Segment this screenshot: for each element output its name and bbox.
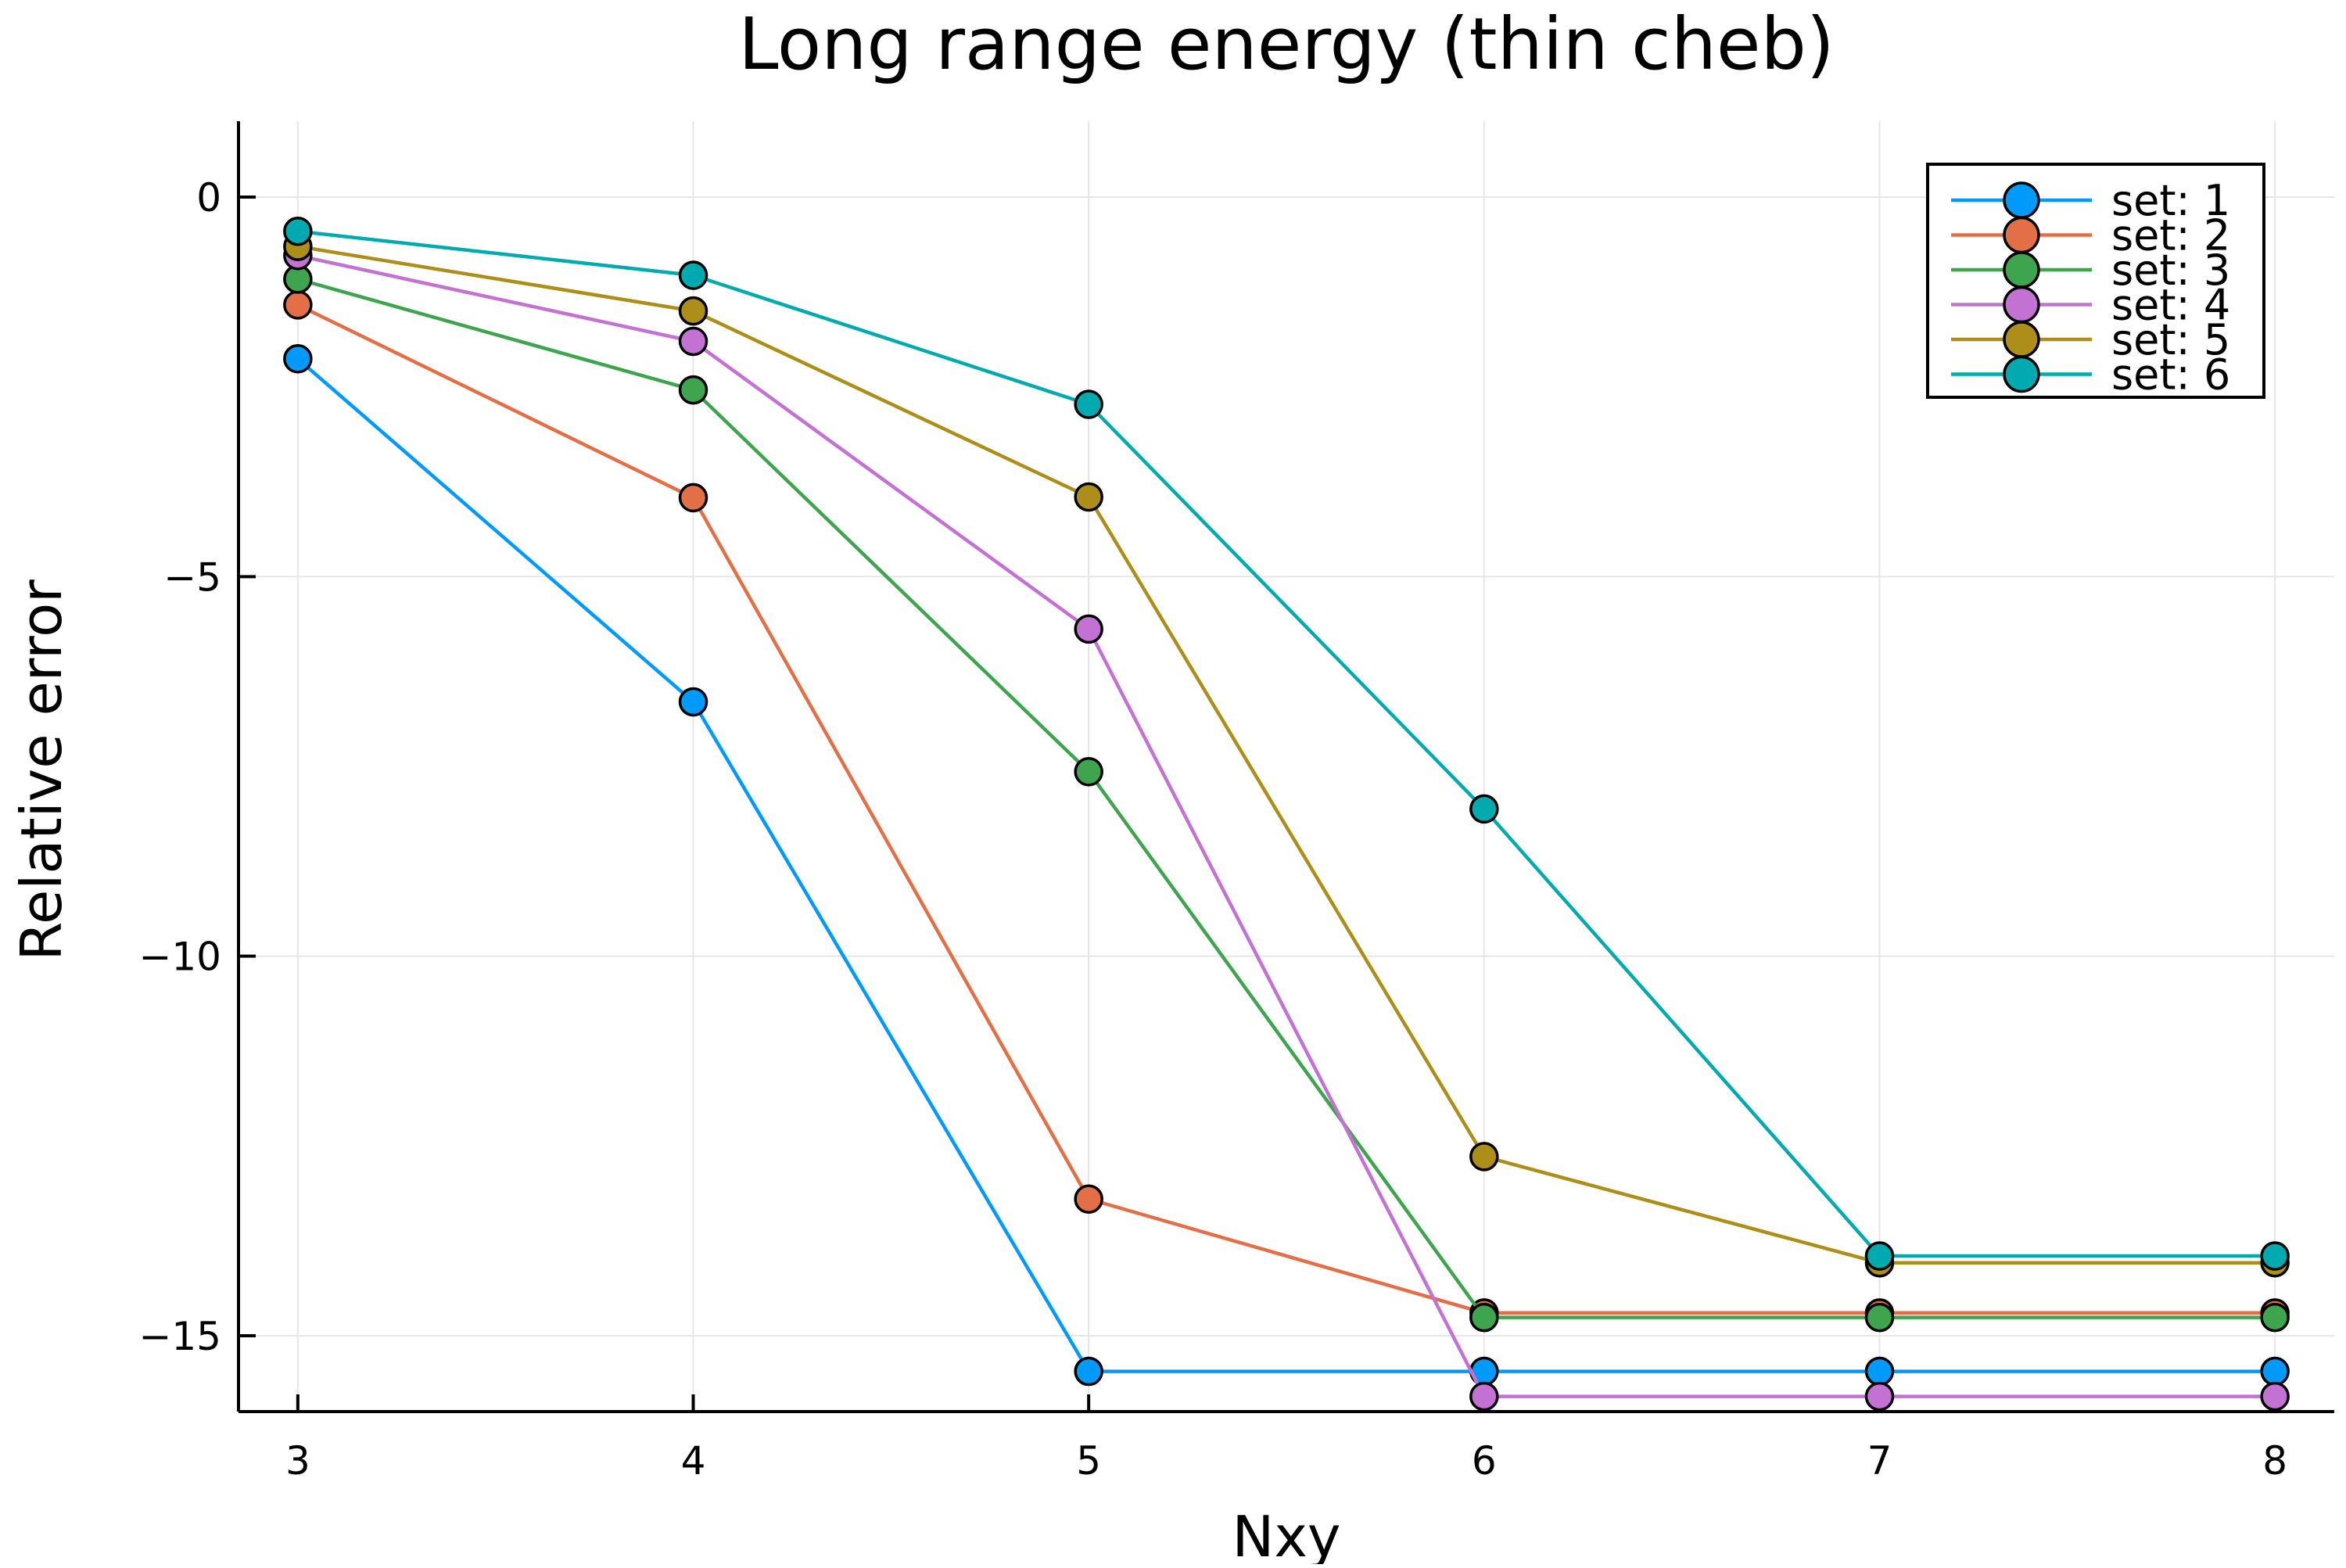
x-tick-label: 3 [285, 1438, 310, 1484]
data-point [1074, 614, 1103, 644]
data-point [678, 296, 708, 326]
legend-marker [2003, 181, 2040, 219]
x-axis-label: Nxy [1232, 1504, 1340, 1564]
series-line [297, 229, 2276, 1258]
y-tick-label: −15 [138, 1314, 221, 1359]
series-line [296, 303, 2276, 1315]
chart-title: Long range energy (thin cheb) [738, 2, 1835, 86]
series-line [297, 244, 2276, 1265]
x-tick-label: 6 [1472, 1438, 1497, 1484]
y-tick-label: −10 [138, 935, 221, 980]
y-tick-label: 0 [196, 175, 221, 221]
x-tick-label: 4 [681, 1438, 706, 1484]
y-axis-label: Relative error [9, 579, 74, 961]
legend-label: set: 3 [2111, 246, 2230, 295]
series-1 [283, 344, 2290, 1387]
data-point [678, 375, 708, 405]
legend-label: set: 5 [2111, 315, 2230, 364]
x-tick-label: 8 [2262, 1438, 2287, 1484]
data-point [2260, 1381, 2290, 1412]
data-point [2260, 1356, 2290, 1387]
legend-box [1926, 163, 2265, 399]
data-point [678, 483, 708, 513]
legend-marker [2003, 355, 2040, 393]
legend-marker [2003, 251, 2040, 289]
data-point [1074, 389, 1103, 419]
x-tick-label: 7 [1867, 1438, 1892, 1484]
data-point [1864, 1302, 1895, 1333]
data-point [2260, 1302, 2290, 1333]
series-line [297, 277, 2276, 1319]
legend-marker [2003, 216, 2040, 254]
legend-label: set: 6 [2111, 350, 2230, 400]
data-point [283, 344, 313, 374]
data-point [283, 290, 313, 320]
data-point [2260, 1241, 2290, 1271]
data-point [1074, 1184, 1103, 1214]
series-6 [283, 216, 2290, 1271]
legend-item: set: 5 [1951, 315, 2230, 364]
legend-item: set: 6 [1951, 350, 2230, 400]
data-point [1864, 1241, 1895, 1271]
series-group [283, 216, 2290, 1412]
legend-item: set: 2 [1951, 211, 2230, 260]
legend-marker [2003, 321, 2040, 358]
data-point [1469, 1381, 1499, 1412]
data-point [678, 687, 708, 717]
legend-label: set: 2 [2111, 211, 2230, 260]
legend-item: set: 3 [1951, 246, 2230, 295]
data-point [1469, 1142, 1499, 1172]
legend-item: set: 4 [1951, 281, 2230, 330]
series-2 [283, 290, 2290, 1328]
ticks: 3 4 5 6 7 8 0 −5 −10 −15 [138, 175, 2287, 1484]
data-point [1864, 1381, 1895, 1412]
legend-label: set: 4 [2111, 281, 2230, 330]
data-point [1469, 794, 1499, 824]
data-point [678, 326, 708, 357]
data-point [283, 216, 313, 246]
x-tick-label: 5 [1076, 1438, 1101, 1484]
legend-label: set: 1 [2111, 176, 2230, 225]
series-line [297, 253, 2276, 1398]
y-tick-label: −5 [163, 554, 221, 600]
legend-marker [2003, 285, 2040, 324]
data-point [1074, 482, 1103, 512]
series-3 [283, 264, 2290, 1333]
data-point [1074, 757, 1103, 787]
axes [237, 121, 2334, 1413]
data-point [678, 260, 708, 290]
data-point [1469, 1302, 1499, 1333]
series-line [296, 357, 2276, 1373]
data-point [1074, 1356, 1103, 1387]
data-point [1864, 1356, 1895, 1387]
